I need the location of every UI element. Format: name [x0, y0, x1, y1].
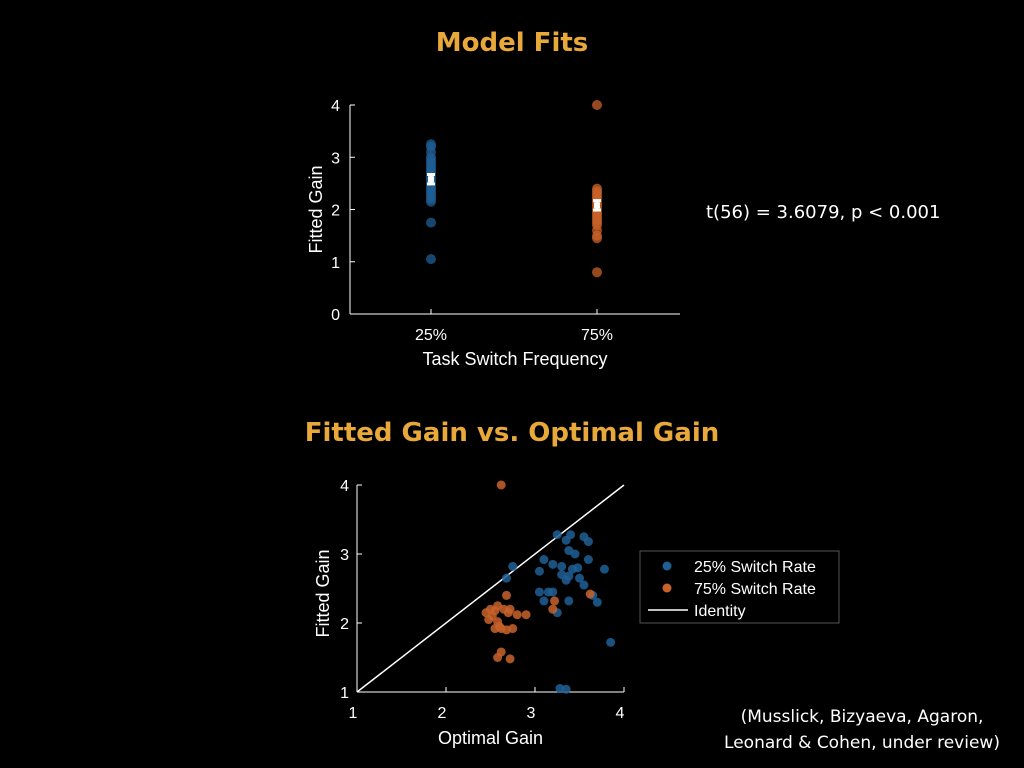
- data-point: [585, 589, 595, 599]
- data-point: [426, 217, 436, 228]
- t-test-statistic: t(56) = 3.6079, p < 0.001: [706, 202, 941, 223]
- data-point: [490, 624, 500, 634]
- data-point: [592, 267, 602, 278]
- x-tick-label: 4: [616, 705, 625, 722]
- data-point: [505, 654, 515, 664]
- y-tick-label: 1: [331, 255, 340, 272]
- citation: (Musslick, Bizyaeva, Agaron, Leonard & C…: [700, 704, 1024, 756]
- model-fits-chart: 0 1 2 3 4 25% 75% Task Switch Frequency Fitted G…: [306, 98, 680, 369]
- legend-label: 75% Switch Rate: [694, 581, 816, 598]
- legend-label: Identity: [694, 603, 746, 620]
- data-point: [493, 653, 503, 662]
- legend-box: [639, 550, 840, 624]
- legend-label: 25% Switch Rate: [694, 559, 816, 576]
- chart-title-model-fits: Model Fits: [435, 28, 589, 58]
- y-axis-label: Fitted Gain: [306, 165, 326, 253]
- y-tick-label: 4: [340, 478, 349, 495]
- x-tick-label: 2: [438, 705, 447, 722]
- data-point: [552, 530, 562, 540]
- data-point: [592, 233, 602, 244]
- data-point: [426, 254, 436, 265]
- data-point: [592, 100, 602, 110]
- x-tick-label: 1: [349, 705, 358, 722]
- y-tick-label: 1: [340, 685, 349, 702]
- y-tick-label: 2: [331, 203, 340, 220]
- identity-line: [356, 484, 625, 693]
- data-point: [534, 566, 544, 576]
- data-point: [508, 561, 518, 571]
- chart-title-fitted-vs-optimal: Fitted Gain vs. Optimal Gain: [304, 418, 720, 448]
- data-point: [570, 549, 580, 559]
- data-point: [499, 604, 509, 614]
- data-point: [583, 555, 593, 565]
- data-point: [502, 590, 512, 600]
- data-point: [573, 563, 583, 573]
- data-point: [561, 684, 571, 694]
- data-point: [502, 573, 512, 583]
- data-point: [426, 196, 436, 207]
- x-tick-label: 25%: [415, 327, 447, 344]
- x-tick-label: 75%: [581, 327, 613, 344]
- data-point: [521, 610, 531, 620]
- data-point: [484, 615, 494, 625]
- data-point: [575, 573, 584, 583]
- data-point: [539, 555, 549, 565]
- y-tick-label: 0: [331, 307, 340, 324]
- citation-line-2: Leonard & Cohen, under review): [724, 733, 1000, 753]
- mean-marker: [594, 202, 600, 209]
- data-point: [505, 604, 515, 614]
- data-point: [599, 564, 609, 574]
- data-point: [548, 559, 558, 569]
- legend-marker: [662, 583, 672, 593]
- y-tick-label: 2: [340, 616, 349, 633]
- mean-marker: [428, 176, 434, 183]
- x-axis-label: Optimal Gain: [438, 728, 543, 748]
- data-point: [561, 575, 571, 585]
- y-tick-label: 3: [340, 547, 349, 564]
- data-point: [496, 480, 506, 490]
- data-point: [583, 537, 593, 547]
- data-point: [557, 561, 567, 571]
- x-tick-label: 3: [527, 705, 536, 722]
- y-tick-label: 3: [331, 150, 340, 167]
- data-point: [508, 624, 518, 634]
- x-axis-label: Task Switch Frequency: [422, 349, 607, 369]
- data-point: [539, 596, 549, 606]
- y-tick-label: 4: [331, 98, 340, 115]
- data-point: [534, 587, 544, 597]
- data-point: [592, 597, 602, 607]
- citation-line-1: (Musslick, Bizyaeva, Agaron,: [740, 707, 984, 727]
- data-point: [606, 637, 616, 647]
- legend-marker: [662, 561, 672, 571]
- y-axis-label: Fitted Gain: [313, 549, 333, 637]
- data-point: [512, 610, 522, 620]
- data-point: [579, 580, 589, 590]
- data-point: [550, 596, 560, 606]
- data-point: [564, 596, 574, 606]
- data-point: [548, 604, 558, 614]
- data-point: [548, 587, 558, 597]
- data-point: [561, 535, 571, 545]
